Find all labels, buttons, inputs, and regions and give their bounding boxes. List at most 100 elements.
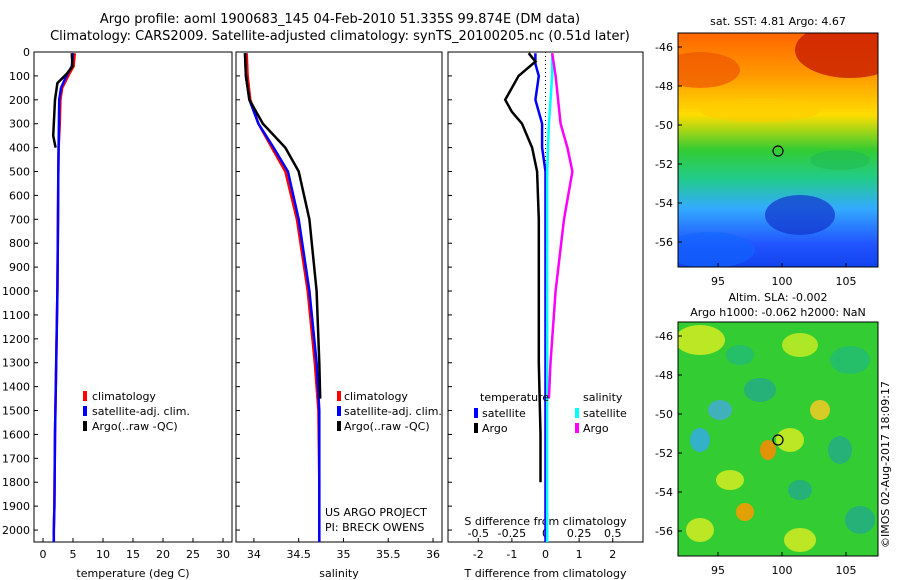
salinity-xtick-label: 35.5 [376,548,401,561]
diff-series-sal_argo [547,53,574,399]
argo-position-marker-sla [772,434,784,446]
depth-tick-label: 200 [9,94,30,107]
sst-map-ytick-label: -48 [655,80,673,93]
temperature-xtick-label: 10 [96,548,110,561]
temperature-legend-label: satellite-adj. clim. [92,405,190,418]
depth-tick-label: 1600 [2,428,30,441]
depth-tick-label: 900 [9,261,30,274]
depth-tick-label: 1300 [2,357,30,370]
salinity-series-argo [243,53,322,399]
sdiff-tick-label: 0.5 [604,527,622,540]
depth-tick-label: 1000 [2,285,30,298]
depth-tick-label: 1800 [2,476,30,489]
diff-legend-swatch [474,408,478,418]
diff-legend-label: Argo [583,422,609,435]
depth-tick-label: 1400 [2,381,30,394]
sst-map-xtick-label: 100 [772,275,793,288]
tdiff-xtick-label: 2 [609,548,616,561]
temperature-legend-label: climatology [92,390,156,403]
sla-map-xtick-label: 100 [772,564,793,577]
sst-map-ytick-label: -54 [655,197,673,210]
diff-legend-title-temperature: temperature [480,391,549,404]
depth-tick-label: 1100 [2,309,30,322]
temperature-legend-swatch [83,421,87,431]
sdiff-tick-label: 0.25 [567,527,592,540]
depth-tick-label: 0 [23,46,30,59]
tdiff-xtick-label: -2 [473,548,484,561]
depth-tick-label: 100 [9,70,30,83]
sst-map-ytick-label: -50 [655,119,673,132]
salinity-legend-swatch [337,421,341,431]
sdiff-tick-label: -0.5 [468,527,489,540]
sla-map-xtick-label: 105 [836,564,857,577]
sla-map-ytick-label: -48 [655,369,673,382]
temperature-xtick-label: 30 [216,548,230,561]
depth-tick-label: 1200 [2,333,30,346]
temperature-series-satellite [52,53,75,542]
sst-map-ytick-label: -52 [655,158,673,171]
figure-title-line1: Argo profile: aoml 1900683_145 04-Feb-20… [99,12,581,27]
temperature-xtick-label: 25 [186,548,200,561]
depth-tick-label: 1900 [2,500,30,513]
temperature-legend-swatch [83,406,87,416]
sla-map-ytick-label: -54 [655,486,673,499]
sst-map-ytick-label: -56 [655,236,673,249]
sst-map-ytick-label: -46 [655,41,673,54]
depth-tick-label: 1700 [2,452,30,465]
salinity-xtick-label: 34.5 [286,548,311,561]
diff-legend-label: satellite [583,407,627,420]
sst-map-xtick-label: 95 [711,275,725,288]
tdiff-xtick-label: 1 [576,548,583,561]
tdiff-xlabel: T difference from climatology [464,567,627,580]
depth-tick-label: 600 [9,189,30,202]
panel-frame-1 [33,51,233,543]
depth-tick-label: 1500 [2,405,30,418]
salinity-xtick-label: 36 [426,548,440,561]
imos-timestamp: ©IMOS 02-Aug-2017 18:09:17 [879,381,892,548]
diff-legend-label: Argo [482,422,508,435]
salinity-legend-swatch [337,391,341,401]
depth-tick-label: 800 [9,237,30,250]
temperature-legend-label: Argo(..raw -QC) [92,420,178,433]
sla-map-ytick-label: -50 [655,408,673,421]
sla-map-ytick-label: -52 [655,447,673,460]
figure-title-line2: Climatology: CARS2009. Satellite-adjuste… [50,29,630,44]
sdiff-tick-label: -0.25 [498,527,526,540]
temperature-legend-swatch [83,391,87,401]
diff-legend-swatch [575,408,579,418]
temperature-xtick-label: 15 [126,548,140,561]
sla-map [677,321,879,557]
diff-series-satellite [534,53,547,542]
sla-map-ytick-label: -46 [655,330,673,343]
salinity-xtick-label: 35 [336,548,350,561]
salinity-legend-swatch [337,406,341,416]
sla-map-xtick-label: 95 [711,564,725,577]
salinity-legend-label: Argo(..raw -QC) [344,420,430,433]
diff-legend-title-salinity: salinity [583,391,623,404]
temperature-xtick-label: 0 [40,548,47,561]
depth-tick-label: 500 [9,166,30,179]
salinity-xlabel: salinity [319,567,359,580]
depth-tick-label: 300 [9,118,30,131]
diff-series-argo [503,52,542,483]
salinity-legend-label: climatology [344,390,408,403]
temperature-xtick-label: 5 [70,548,77,561]
salinity-xtick-label: 34 [247,548,261,561]
salinity-series-climatology [245,53,321,542]
depth-tick-label: 2000 [2,524,30,537]
diff-legend-label: satellite [482,407,526,420]
tdiff-xtick-label: 0 [542,548,549,561]
project-annotation: US ARGO PROJECT [325,506,427,519]
depth-tick-label: 400 [9,142,30,155]
sla-map-title-line1: Altim. SLA: -0.002 [728,291,827,304]
sst-map-xtick-label: 105 [836,275,857,288]
salinity-legend-label: satellite-adj. clim. [344,405,442,418]
sst-map-title: sat. SST: 4.81 Argo: 4.67 [710,15,846,28]
diff-legend-swatch [474,423,478,433]
diff-legend-swatch [575,423,579,433]
sla-map-ytick-label: -56 [655,525,673,538]
temperature-xlabel: temperature (deg C) [76,567,189,580]
sst-map [677,32,879,268]
temperature-xtick-label: 20 [156,548,170,561]
